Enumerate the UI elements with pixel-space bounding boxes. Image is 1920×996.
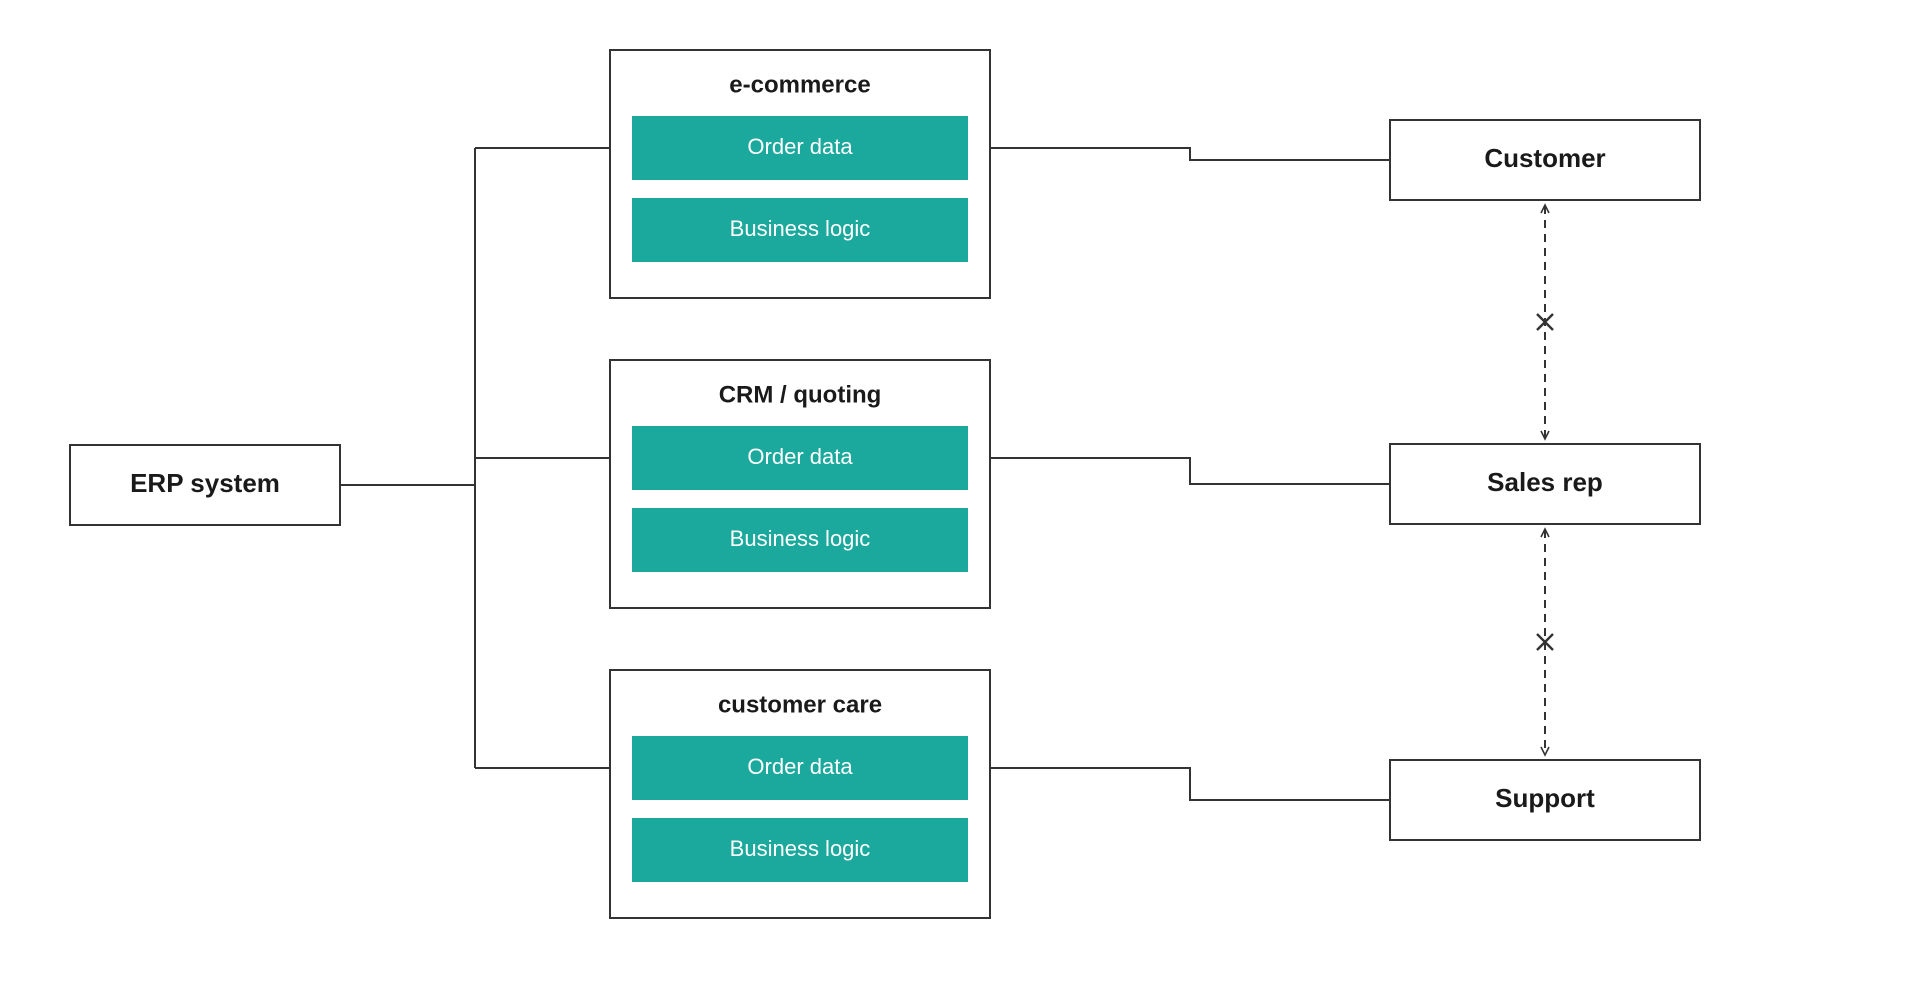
erp-label: ERP system (130, 468, 280, 498)
module-subbox-label: Business logic (730, 216, 871, 241)
module-ecommerce: e-commerce Order data Business logic (610, 50, 990, 298)
module-subbox-label: Business logic (730, 526, 871, 551)
module-title: CRM / quoting (719, 381, 882, 408)
link-x-marker (1537, 314, 1553, 330)
edge-customercare-to-support (990, 768, 1390, 800)
actor-customer: Customer (1390, 120, 1700, 200)
module-subbox-label: Order data (747, 444, 853, 469)
module-title: e-commerce (729, 71, 870, 98)
module-subbox-label: Business logic (730, 836, 871, 861)
edge-crm-to-salesrep (990, 458, 1390, 484)
edge-ecommerce-to-customer (990, 148, 1390, 160)
actor-support: Support (1390, 760, 1700, 840)
module-title: customer care (718, 691, 882, 718)
module-customercare: customer care Order data Business logic (610, 670, 990, 918)
actor-salesrep: Sales rep (1390, 444, 1700, 524)
module-subbox-label: Order data (747, 134, 853, 159)
module-subbox-label: Order data (747, 754, 853, 779)
actor-label: Sales rep (1487, 467, 1603, 497)
actor-label: Support (1495, 783, 1595, 813)
actor-label: Customer (1484, 143, 1605, 173)
erp-node: ERP system (70, 445, 340, 525)
module-crm: CRM / quoting Order data Business logic (610, 360, 990, 608)
